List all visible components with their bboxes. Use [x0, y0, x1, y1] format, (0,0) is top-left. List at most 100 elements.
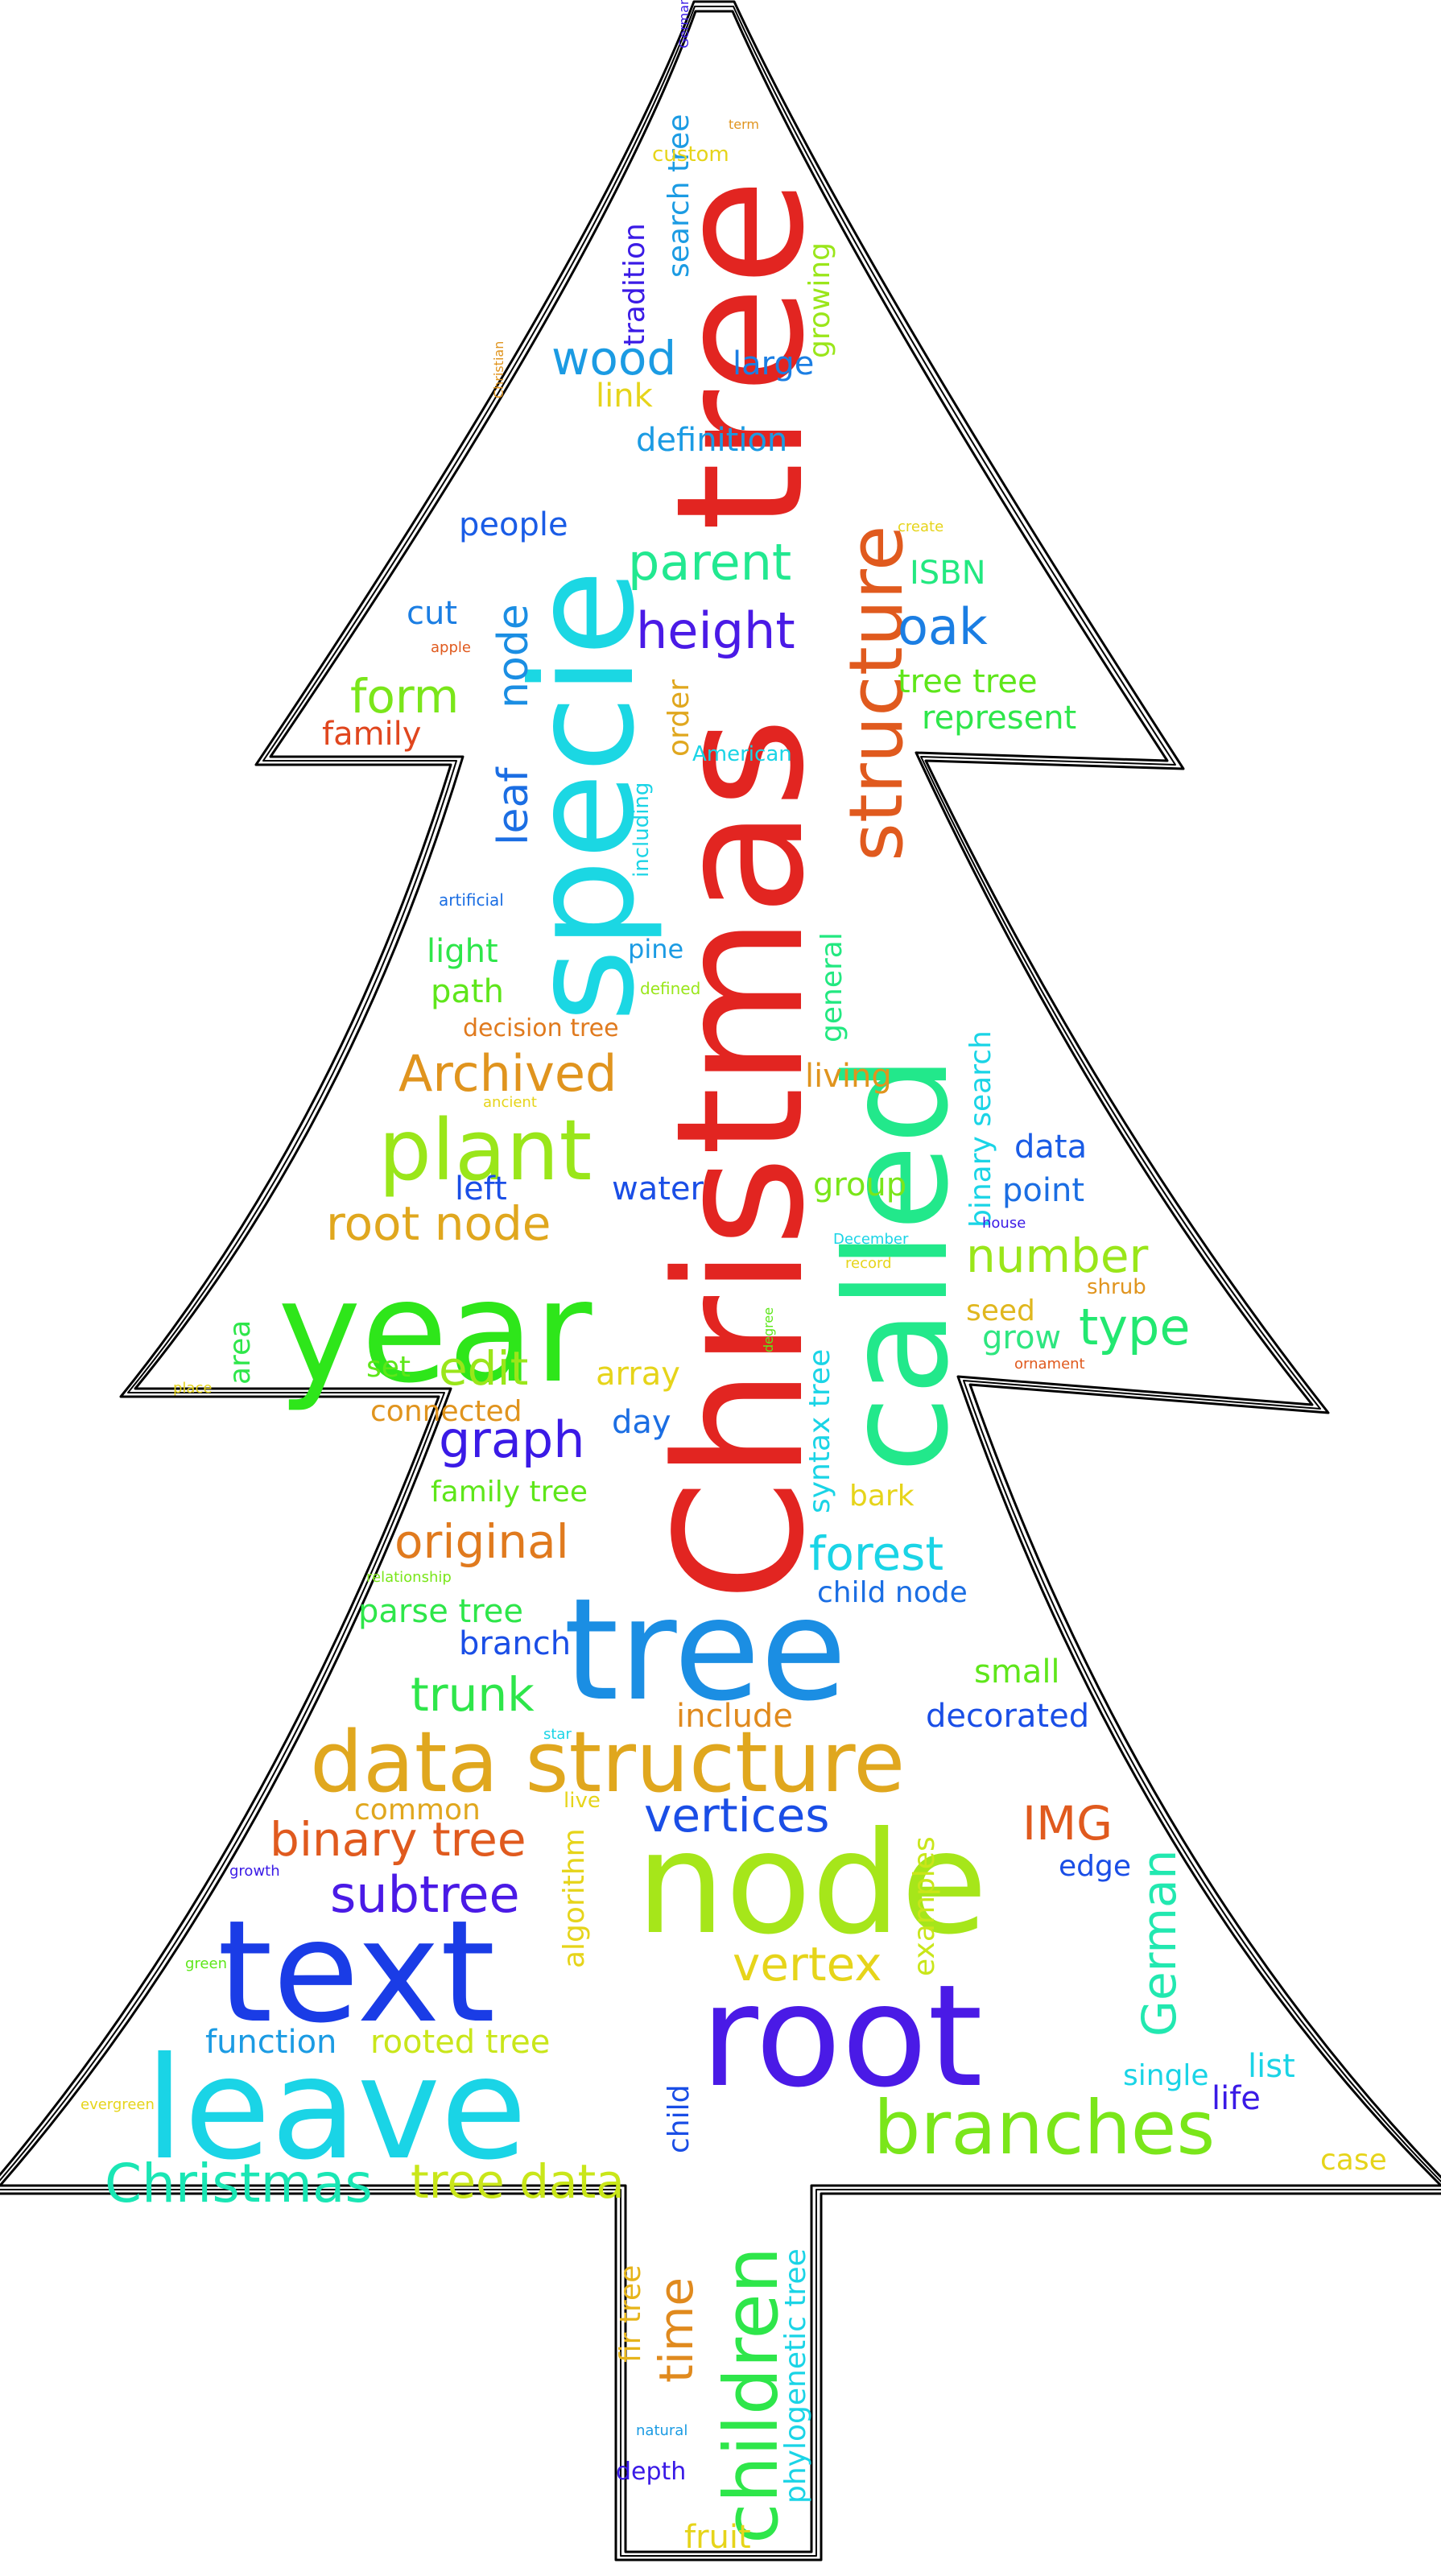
word: binary search	[964, 1030, 997, 1228]
word: fruit	[684, 2519, 751, 2556]
word: cut	[407, 595, 457, 632]
word: bark	[849, 1480, 915, 1513]
word: depth	[616, 2458, 686, 2486]
word: Christmas	[639, 717, 843, 1602]
word: place	[173, 1380, 212, 1397]
word: seed	[966, 1294, 1035, 1327]
word: vertex	[733, 1937, 882, 1992]
word: case	[1320, 2144, 1387, 2177]
word: form	[350, 669, 459, 724]
word: record	[845, 1255, 892, 1272]
word: relationship	[366, 1569, 452, 1586]
word: node	[489, 604, 538, 708]
word: light	[427, 933, 498, 970]
word: parse tree	[358, 1593, 523, 1630]
tree-outline-inner	[0, 10, 1441, 2553]
word: decorated	[926, 1698, 1089, 1735]
word: path	[431, 973, 504, 1010]
word: general	[815, 932, 848, 1042]
word: leave	[145, 2028, 527, 2191]
word: data structure	[310, 1713, 905, 1811]
word: syntax tree	[803, 1349, 836, 1513]
word: edit	[439, 1341, 528, 1396]
word: green	[185, 1955, 227, 1972]
word: small	[974, 1653, 1060, 1690]
word: data	[1014, 1129, 1087, 1166]
word: life	[1212, 2080, 1261, 2117]
word: Germany	[676, 0, 692, 48]
word: left	[455, 1170, 507, 1208]
word: Christian	[491, 341, 506, 398]
word: root node	[326, 1196, 551, 1251]
word: order	[663, 679, 696, 757]
word: house	[982, 1215, 1026, 1232]
word: child node	[817, 1576, 968, 1609]
word: day	[612, 1404, 671, 1441]
word: tradition	[618, 223, 651, 346]
word: trunk	[411, 1667, 535, 1722]
word: wood	[551, 331, 676, 386]
word: edge	[1059, 1850, 1131, 1883]
word: star	[543, 1726, 572, 1743]
word: plant	[378, 1101, 592, 1199]
word: create	[898, 518, 943, 535]
word: child	[663, 2085, 696, 2153]
word: set	[366, 1351, 411, 1384]
word: search tree	[663, 114, 696, 278]
word: original	[394, 1514, 569, 1569]
word: group	[813, 1166, 906, 1203]
word-cloud-words: Christmas tree specie called structure y…	[81, 0, 1387, 2556]
word: growing	[803, 242, 836, 358]
word: shrub	[1087, 1275, 1146, 1299]
word: living	[805, 1058, 892, 1095]
word: German	[1132, 1850, 1187, 2037]
word: rooted tree	[370, 2024, 550, 2061]
word: decision tree	[463, 1014, 619, 1042]
word: Christmas	[105, 2153, 373, 2215]
word: children	[708, 2247, 795, 2544]
word: tree	[564, 1569, 847, 1732]
word: algorithm	[558, 1828, 591, 1968]
word: tree tree	[898, 663, 1038, 700]
word: type	[1079, 1298, 1191, 1356]
word: family tree	[431, 1476, 588, 1509]
word: tree	[639, 178, 843, 531]
word: term	[729, 117, 759, 132]
word: apple	[431, 639, 471, 656]
word: fir tree	[614, 2265, 647, 2363]
word: degree	[761, 1307, 776, 1352]
word: ornament	[1014, 1356, 1085, 1373]
word: natural	[636, 2422, 687, 2439]
word: year	[278, 1251, 592, 1414]
word: include	[676, 1698, 793, 1735]
word: ancient	[483, 1094, 537, 1111]
word: list	[1248, 2048, 1295, 2085]
word: array	[596, 1356, 680, 1393]
word: link	[596, 378, 654, 415]
word: phylogenetic tree	[779, 2248, 812, 2504]
word: called	[816, 1055, 980, 1473]
word: point	[1002, 1172, 1084, 1209]
word: specie	[502, 570, 666, 1022]
word: subtree	[330, 1865, 520, 1924]
word: growth	[229, 1863, 280, 1880]
word: height	[636, 601, 795, 660]
word: American	[692, 742, 792, 766]
word: IMG	[1022, 1796, 1113, 1851]
word: binary tree	[270, 1812, 526, 1867]
word: parent	[628, 533, 791, 592]
tree-outline-mid	[0, 6, 1441, 2557]
word: forest	[809, 1526, 943, 1581]
word: large	[733, 345, 814, 382]
word: including	[630, 782, 654, 877]
word: evergreen	[81, 2096, 155, 2113]
word: water	[612, 1170, 704, 1208]
word: Archived	[398, 1044, 617, 1103]
word: time	[649, 2277, 704, 2383]
word: vertices	[644, 1788, 830, 1843]
word: tree data	[411, 2154, 625, 2209]
word: people	[459, 506, 568, 543]
word: number	[966, 1228, 1149, 1283]
word: live	[564, 1789, 601, 1813]
